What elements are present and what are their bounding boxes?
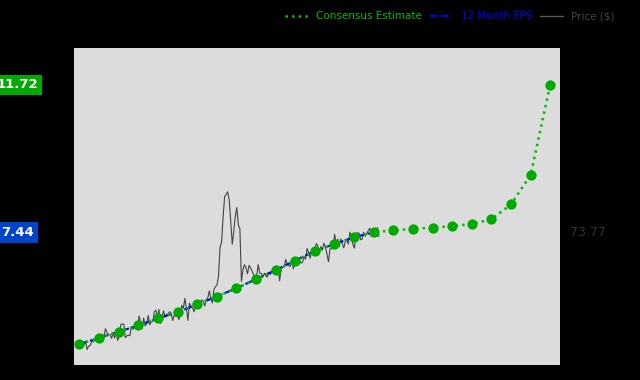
Point [133,323,143,329]
Point [525,172,536,178]
Point [231,285,241,291]
Point [486,216,497,222]
Text: 7.44: 7.44 [1,226,34,239]
Point [153,315,163,321]
Point [369,229,379,235]
Point [251,276,261,282]
Point [310,248,320,254]
Point [172,309,182,315]
Legend: Consensus Estimate, 12 Month EPS, Price ($): Consensus Estimate, 12 Month EPS, Price … [281,7,619,25]
Point [94,335,104,341]
Point [330,241,340,247]
Point [388,227,399,233]
Point [349,234,359,240]
Point [467,221,477,227]
Point [212,293,222,299]
Point [74,341,84,347]
Point [408,226,418,232]
Point [545,82,556,88]
Text: 11.72: 11.72 [0,78,38,91]
Point [271,267,281,273]
Point [428,225,438,231]
Text: 73.77: 73.77 [570,226,605,239]
Point [192,301,202,307]
Point [447,223,457,229]
Point [506,201,516,207]
Point [113,329,124,335]
Point [290,258,300,264]
